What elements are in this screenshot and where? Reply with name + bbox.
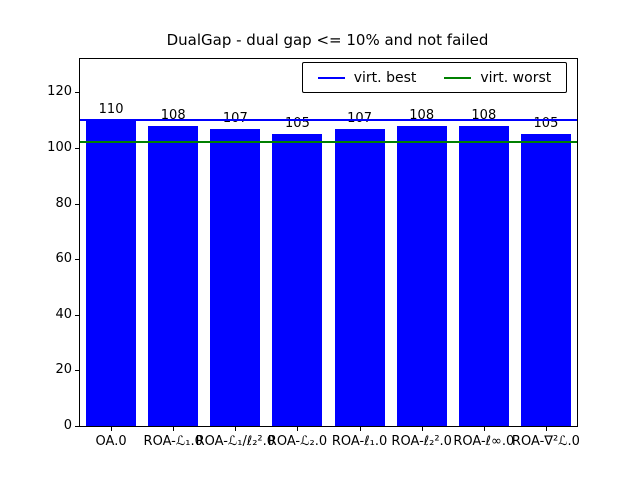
bar [86,120,137,426]
virt-worst-line-icon [444,76,472,79]
legend-item-virt-worst: virt. worst [444,70,551,86]
y-tick-mark [75,426,79,427]
x-tick-label: ROA-ℓ₂².0 [391,434,452,449]
bar [396,125,447,426]
x-tick-mark [297,427,299,431]
x-tick-mark [173,427,175,431]
bar-value-label: 108 [471,107,497,123]
bar [520,134,571,426]
bar [148,125,199,426]
x-tick-mark [111,427,113,431]
x-tick-label: ROA-ℓ∞.0 [453,434,515,449]
x-tick-label: ROA-ℒ₁/ℓ₂².0 [195,434,276,449]
bar [458,125,509,426]
x-tick-mark [483,427,485,431]
y-tick-mark [75,203,79,205]
x-tick-label: ROA-∇²ℒ.0 [511,434,580,449]
x-tick-mark [421,427,423,431]
y-tick-label: 120 [47,84,72,100]
y-tick-mark [75,370,79,372]
hline-virt-worst [80,141,577,144]
y-tick-mark [75,92,79,94]
bar [210,128,261,426]
y-tick-mark [75,259,79,261]
y-tick-mark [75,314,79,316]
chart-title: DualGap - dual gap <= 10% and not failed [166,31,489,49]
x-tick-label: ROA-ℒ₂.0 [267,434,328,449]
legend: virt. best virt. worst [302,62,567,93]
bar-value-label: 108 [160,107,186,123]
x-tick-mark [545,427,547,431]
virt-best-line-icon [317,76,345,79]
plot-area: 110 108 107 105 107 108 108 105 0 20 40 60 80 100 120… [47,58,580,449]
x-tick-mark [359,427,361,431]
y-tick-label: 80 [55,195,72,211]
x-tick-label: ROA-ℓ₁.0 [331,434,388,449]
bar [334,128,385,426]
y-tick-label: 100 [47,139,72,155]
x-tick-label: ROA-ℒ₁.0 [143,434,203,449]
bar-value-label: 107 [222,110,248,126]
legend-item-virt-best: virt. best [317,69,417,86]
legend-label: virt. worst [480,69,552,86]
bar [272,134,323,426]
bar-value-label: 110 [98,102,124,118]
y-tick-label: 60 [55,251,72,267]
legend-label: virt. best [353,69,417,86]
x-tick-mark [235,427,237,431]
y-tick-label: 20 [55,362,72,378]
x-tick-label: OA.0 [95,434,127,449]
bar-value-label: 107 [347,110,372,126]
bar-value-label: 108 [409,107,435,123]
y-tick-label: 40 [55,306,72,322]
hline-virt-best [80,119,577,122]
y-tick-mark [75,147,79,149]
y-tick-label: 0 [63,418,72,433]
